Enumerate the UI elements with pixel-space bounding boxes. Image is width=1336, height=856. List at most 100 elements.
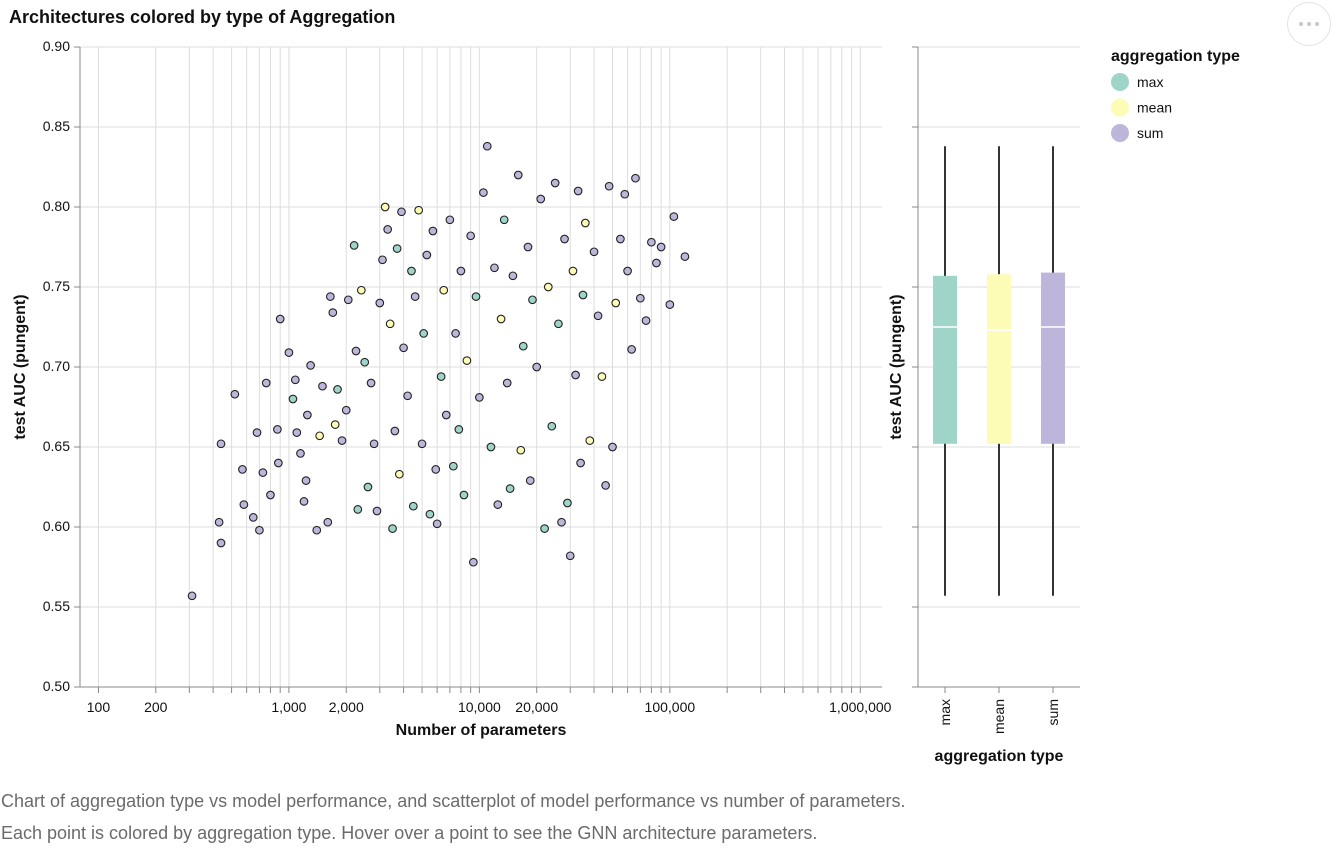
scatter-point-sum[interactable]: [299, 497, 309, 506]
scatter-point-max[interactable]: [528, 295, 537, 305]
scatter-point-sum[interactable]: [325, 292, 335, 301]
scatter-point-sum[interactable]: [647, 237, 656, 247]
scatter-point-sum[interactable]: [475, 393, 484, 402]
scatter-point-mean[interactable]: [380, 202, 390, 212]
scatter-point-max[interactable]: [540, 524, 549, 533]
scatter-point-max[interactable]: [459, 490, 469, 500]
scatter-point-mean[interactable]: [315, 431, 325, 441]
scatter-point-sum[interactable]: [557, 517, 566, 527]
scatter-point-sum[interactable]: [482, 141, 492, 151]
scatter-point-sum[interactable]: [261, 378, 271, 388]
scatter-point-sum[interactable]: [216, 538, 226, 548]
scatter-point-sum[interactable]: [490, 263, 499, 273]
scatter-point-max[interactable]: [554, 319, 563, 329]
scatter-point-sum[interactable]: [635, 293, 645, 303]
scatter-point-max[interactable]: [436, 372, 446, 381]
scatter-point-sum[interactable]: [631, 173, 640, 183]
scatter-point-mean[interactable]: [385, 319, 395, 329]
scatter-point-sum[interactable]: [399, 343, 408, 353]
scatter-point-sum[interactable]: [351, 346, 361, 356]
scatter-point-max[interactable]: [392, 244, 402, 253]
scatter-point-mean[interactable]: [568, 266, 578, 276]
scatter-point-mean[interactable]: [496, 314, 506, 324]
scatter-point-sum[interactable]: [328, 308, 338, 317]
scatter-point-max[interactable]: [518, 341, 528, 351]
scatter-point-sum[interactable]: [258, 468, 268, 477]
scatter-point-max[interactable]: [353, 505, 363, 514]
scatter-point-sum[interactable]: [375, 298, 385, 308]
scatter-point-max[interactable]: [563, 498, 572, 508]
scatter-point-mean[interactable]: [611, 298, 621, 308]
scatter-point-sum[interactable]: [239, 500, 249, 509]
scatter-point-mean[interactable]: [356, 285, 366, 295]
scatter-point-sum[interactable]: [445, 215, 455, 225]
scatter-point-max[interactable]: [454, 425, 464, 434]
scatter-point-mean[interactable]: [394, 469, 404, 479]
scatter-point-sum[interactable]: [469, 557, 478, 567]
scatter-point-max[interactable]: [360, 357, 370, 367]
scatter-point-sum[interactable]: [422, 250, 432, 260]
scatter-point-sum[interactable]: [604, 181, 614, 191]
scatter-point-max[interactable]: [547, 421, 557, 431]
scatter-point-sum[interactable]: [306, 361, 315, 370]
scatter-point-sum[interactable]: [601, 481, 610, 490]
scatter-point-sum[interactable]: [432, 519, 442, 529]
scatter-point-max[interactable]: [578, 290, 588, 300]
scatter-point-sum[interactable]: [616, 234, 625, 244]
scatter-point-sum[interactable]: [560, 234, 569, 244]
scatter-point-mean[interactable]: [414, 205, 424, 215]
box-max[interactable]: [933, 275, 957, 444]
scatter-point-sum[interactable]: [513, 170, 523, 180]
box-sum[interactable]: [1041, 272, 1065, 444]
scatter-point-sum[interactable]: [536, 194, 546, 204]
scatter-point-sum[interactable]: [589, 247, 599, 257]
scatter-point-max[interactable]: [349, 241, 359, 250]
scatter-point-sum[interactable]: [238, 465, 247, 474]
more-options-button[interactable]: [1287, 2, 1331, 46]
scatter-point-sum[interactable]: [451, 329, 460, 338]
scatter-point-mean[interactable]: [439, 285, 449, 295]
scatter-point-max[interactable]: [486, 442, 496, 452]
scatter-point-sum[interactable]: [565, 551, 575, 561]
scatter-point-sum[interactable]: [550, 178, 560, 188]
scatter-point-sum[interactable]: [318, 381, 327, 391]
scatter-point-sum[interactable]: [641, 316, 651, 325]
scatter-point-sum[interactable]: [343, 295, 353, 305]
scatter-point-sum[interactable]: [369, 439, 379, 449]
scatter-point-max[interactable]: [505, 484, 515, 493]
scatter-point-sum[interactable]: [323, 517, 333, 527]
scatter-point-mean[interactable]: [543, 282, 553, 292]
scatter-point-sum[interactable]: [479, 188, 488, 197]
scatter-point-sum[interactable]: [214, 517, 224, 527]
scatter-point-sum[interactable]: [312, 525, 322, 535]
scatter-point-max[interactable]: [333, 385, 342, 394]
scatter-point-sum[interactable]: [620, 189, 630, 199]
scatter-point-mean[interactable]: [462, 356, 472, 365]
scatter-point-sum[interactable]: [273, 425, 282, 434]
scatter-point-sum[interactable]: [230, 389, 240, 399]
scatter-point-sum[interactable]: [417, 439, 427, 449]
scatter-point-sum[interactable]: [532, 362, 542, 372]
scatter-point-sum[interactable]: [403, 391, 412, 401]
scatter-point-sum[interactable]: [665, 300, 675, 309]
scatter-point-max[interactable]: [419, 329, 429, 338]
scatter-point-sum[interactable]: [390, 426, 400, 436]
scatter-points[interactable]: [187, 141, 690, 601]
scatter-point-sum[interactable]: [680, 252, 690, 261]
scatter-point-sum[interactable]: [431, 465, 441, 474]
scatter-point-sum[interactable]: [571, 370, 580, 380]
scatter-point-sum[interactable]: [456, 266, 466, 276]
scatter-point-sum[interactable]: [669, 212, 679, 221]
scatter-point-max[interactable]: [408, 501, 418, 511]
scatter-point-sum[interactable]: [248, 513, 258, 522]
scatter-point-sum[interactable]: [284, 348, 294, 357]
scatter-point-sum[interactable]: [255, 525, 264, 535]
scatter-point-sum[interactable]: [216, 439, 226, 449]
scatter-point-max[interactable]: [363, 482, 373, 492]
scatter-point-sum[interactable]: [608, 442, 617, 452]
scatter-point-max[interactable]: [388, 524, 397, 533]
scatter-point-max[interactable]: [288, 394, 298, 404]
scatter-point-sum[interactable]: [266, 490, 275, 500]
scatter-point-sum[interactable]: [303, 410, 312, 420]
scatter-point-mean[interactable]: [597, 372, 607, 381]
